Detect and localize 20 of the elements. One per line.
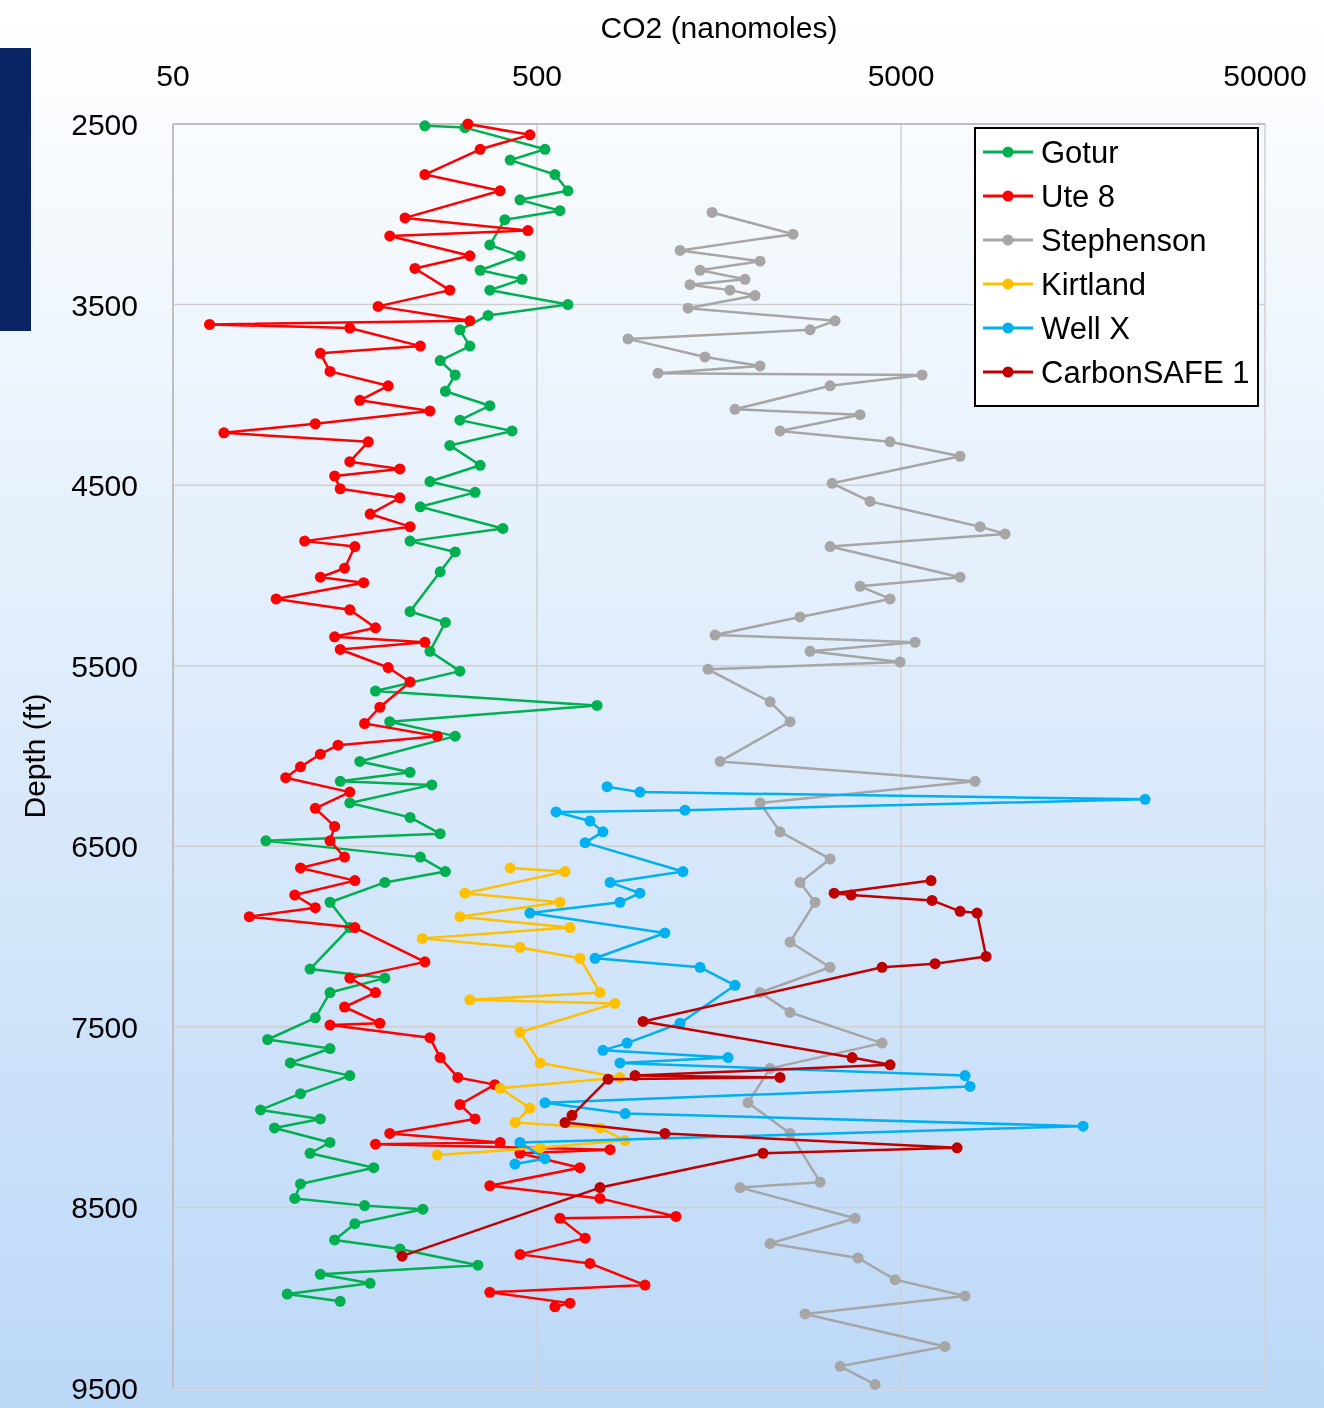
y-axis-title: Depth (ft) bbox=[18, 693, 51, 819]
legend-label: Well X bbox=[1041, 311, 1131, 346]
legend-label: Gotur bbox=[1041, 135, 1119, 170]
y-tick-label: 2500 bbox=[71, 108, 138, 141]
x-tick-label: 50000 bbox=[1223, 59, 1307, 92]
x-tick-label: 500 bbox=[511, 59, 563, 92]
legend-label: Kirtland bbox=[1041, 267, 1147, 302]
y-tick-label: 8500 bbox=[71, 1191, 138, 1225]
y-tick-label: 9500 bbox=[71, 1372, 138, 1405]
x-tick-label: 50 bbox=[156, 59, 190, 92]
y-tick-label: 3500 bbox=[71, 288, 138, 322]
y-tick-label: 7500 bbox=[71, 1010, 138, 1044]
legend-label: CarbonSAFE 1 bbox=[1041, 355, 1250, 390]
y-tick-label: 5500 bbox=[71, 649, 138, 683]
y-tick-label: 6500 bbox=[71, 830, 138, 864]
legend-label: Ute 8 bbox=[1041, 179, 1116, 214]
x-tick-label: 5000 bbox=[867, 59, 935, 92]
y-tick-label: 4500 bbox=[71, 469, 138, 503]
x-axis-title: CO2 (nanomoles) bbox=[600, 11, 838, 44]
legend-label: Stephenson bbox=[1041, 223, 1207, 258]
